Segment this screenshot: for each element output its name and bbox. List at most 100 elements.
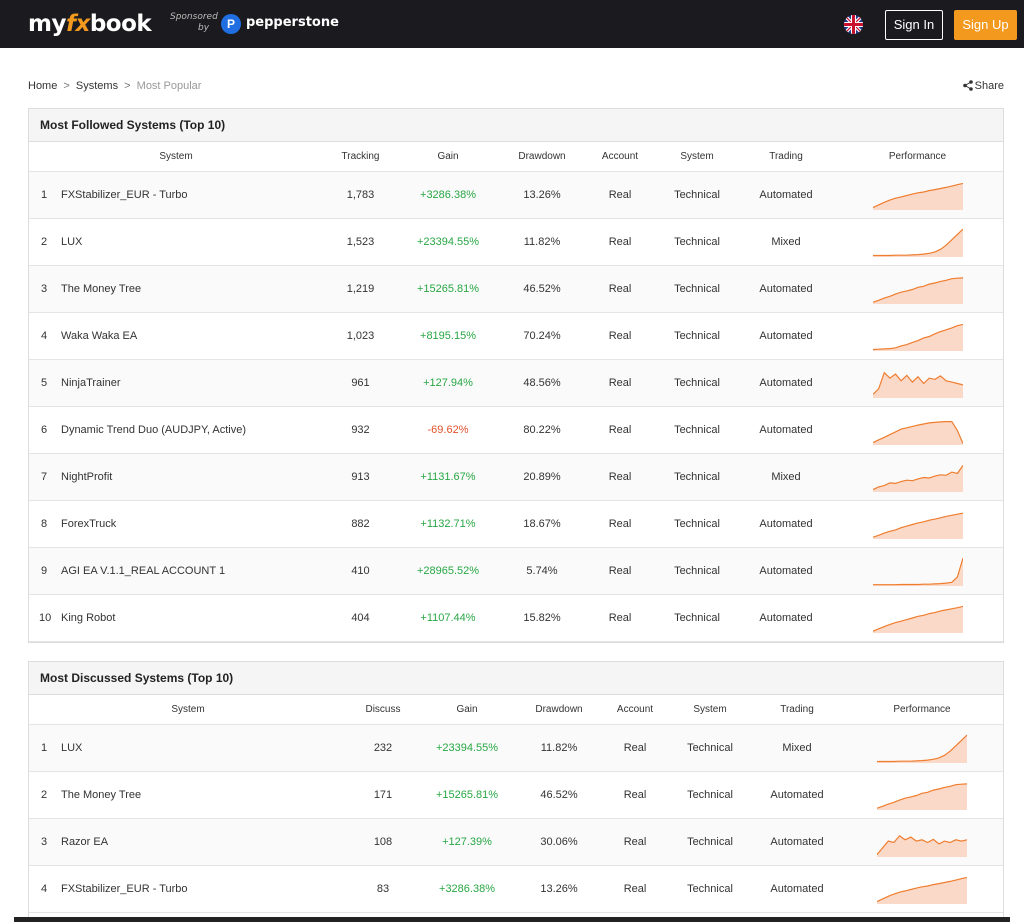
system-type: Technical (667, 818, 753, 866)
myfxbook-logo[interactable]: myfxbook (28, 11, 152, 37)
system-name-link[interactable]: The Money Tree (61, 771, 347, 819)
performance-sparkline[interactable] (832, 312, 1003, 360)
performance-sparkline[interactable] (832, 500, 1003, 548)
column-header[interactable]: Tracking (323, 142, 398, 172)
sparkline-chart (872, 228, 963, 257)
system-type: Technical (654, 453, 740, 501)
column-header[interactable]: Trading (740, 142, 832, 172)
pepperstone-name[interactable]: pepperstone (246, 15, 339, 30)
share-button[interactable]: Share (962, 80, 1004, 94)
system-name-link[interactable]: The Money Tree (61, 265, 323, 313)
performance-sparkline[interactable] (841, 818, 1003, 866)
system-name-link[interactable]: ForexTruck (61, 500, 323, 548)
system-name-link[interactable]: NinjaTrainer (61, 359, 323, 407)
column-header[interactable]: Drawdown (498, 142, 586, 172)
table-row[interactable]: 9 AGI EA V.1.1_REAL ACCOUNT 1 410 +28965.52… (29, 547, 1003, 595)
column-header[interactable]: Drawdown (515, 695, 603, 725)
performance-sparkline[interactable] (832, 218, 1003, 266)
table-row[interactable]: 10 King Robot 404 +1107.44% 15.82% Real Techni… (29, 594, 1003, 642)
table-row[interactable]: 8 ForexTruck 882 +1132.71% 18.67% Real Technic… (29, 500, 1003, 548)
system-name-link[interactable]: LUX (61, 218, 323, 266)
column-header[interactable]: Trading (753, 695, 841, 725)
performance-sparkline[interactable] (832, 171, 1003, 219)
table-row[interactable]: 1 LUX 232 +23394.55% 11.82% Real Technical Mixe… (29, 724, 1003, 772)
discuss-count: 171 (347, 771, 419, 819)
sparkline-line (877, 876, 967, 902)
most-discussed-panel: Most Discussed Systems (Top 10) System D… (28, 661, 1004, 922)
uk-flag-icon[interactable] (844, 15, 863, 34)
column-header[interactable]: System (654, 142, 740, 172)
performance-sparkline[interactable] (841, 771, 1003, 819)
performance-sparkline[interactable] (832, 594, 1003, 642)
sparkline-chart (872, 557, 963, 586)
most-followed-panel: Most Followed Systems (Top 10) System Tr… (28, 108, 1004, 643)
account-type: Real (586, 594, 654, 642)
column-header[interactable]: Gain (419, 695, 515, 725)
system-name-link[interactable]: Waka Waka EA (61, 312, 323, 360)
column-header: Performance (841, 695, 1003, 725)
system-type: Technical (654, 312, 740, 360)
account-type: Real (586, 265, 654, 313)
discuss-count: 108 (347, 818, 419, 866)
table-row[interactable]: 2 The Money Tree 171 +15265.81% 46.52% Real Te… (29, 771, 1003, 819)
column-header[interactable]: Discuss (347, 695, 419, 725)
performance-sparkline[interactable] (832, 547, 1003, 595)
sparkline-chart (877, 876, 967, 904)
system-name-link[interactable]: FXStabilizer_EUR - Turbo (61, 865, 347, 913)
sparkline-area (872, 372, 963, 398)
system-name-link[interactable]: King Robot (61, 594, 323, 642)
sparkline-line (872, 371, 963, 395)
column-header[interactable]: Gain (398, 142, 498, 172)
tracking-count: 410 (323, 547, 398, 595)
system-type: Technical (654, 594, 740, 642)
table-row[interactable]: 2 LUX 1,523 +23394.55% 11.82% Real Technical Mi… (29, 218, 1003, 266)
most-followed-title: Most Followed Systems (Top 10) (29, 109, 1003, 142)
sparkline-line (872, 182, 963, 208)
column-header[interactable]: System (667, 695, 753, 725)
system-name-link[interactable]: FXStabilizer_EUR - Turbo (61, 171, 323, 219)
column-header[interactable]: System (29, 695, 347, 725)
table-row[interactable]: 4 FXStabilizer_EUR - Turbo 83 +3286.38% 13.2… (29, 865, 1003, 913)
table-row[interactable]: 6 Dynamic Trend Duo (AUDJPY, Active) 932 -6… (29, 406, 1003, 454)
drawdown-value: 5.74% (498, 547, 586, 595)
sparkline-area (877, 835, 967, 857)
breadcrumb-systems[interactable]: Systems (75, 80, 119, 92)
trading-type: Automated (740, 500, 832, 548)
sign-up-button[interactable]: Sign Up (954, 10, 1017, 40)
rank: 4 (29, 312, 61, 360)
breadcrumb-home[interactable]: Home (28, 80, 58, 92)
system-name-link[interactable]: Dynamic Trend Duo (AUDJPY, Active) (61, 406, 323, 454)
account-type: Real (586, 312, 654, 360)
sparkline-chart (872, 464, 963, 492)
performance-sparkline[interactable] (832, 265, 1003, 313)
rank: 4 (29, 865, 61, 913)
column-header[interactable]: Account (603, 695, 667, 725)
most-discussed-title: Most Discussed Systems (Top 10) (29, 662, 1003, 695)
rank: 2 (29, 771, 61, 819)
sign-in-button[interactable]: Sign In (885, 10, 943, 40)
table-row[interactable]: 3 Razor EA 108 +127.39% 30.06% Real Technical A… (29, 818, 1003, 866)
system-name-link[interactable]: Razor EA (61, 818, 347, 866)
pepperstone-icon[interactable]: P (221, 14, 241, 34)
system-name-link[interactable]: LUX (61, 724, 347, 772)
table-row[interactable]: 5 NinjaTrainer 961 +127.94% 48.56% Real Techni… (29, 359, 1003, 407)
performance-sparkline[interactable] (841, 865, 1003, 913)
table-row[interactable]: 4 Waka Waka EA 1,023 +8195.15% 70.24% Real Tec… (29, 312, 1003, 360)
gain-value: +127.94% (398, 359, 498, 407)
table-row[interactable]: 7 NightProfit 913 +1131.67% 20.89% Real Techni… (29, 453, 1003, 501)
tracking-count: 913 (323, 453, 398, 501)
performance-sparkline[interactable] (832, 406, 1003, 454)
system-name-link[interactable]: NightProfit (61, 453, 323, 501)
table-row[interactable]: 3 The Money Tree 1,219 +15265.81% 46.52% Real… (29, 265, 1003, 313)
logo-fx: fx (65, 11, 90, 37)
performance-sparkline[interactable] (832, 453, 1003, 501)
performance-sparkline[interactable] (841, 724, 1003, 772)
performance-sparkline[interactable] (832, 359, 1003, 407)
logo-book: book (89, 11, 152, 37)
column-header[interactable]: System (29, 142, 323, 172)
discuss-count: 83 (347, 865, 419, 913)
system-type: Technical (654, 265, 740, 313)
table-row[interactable]: 1 FXStabilizer_EUR - Turbo 1,783 +3286.38% 1… (29, 171, 1003, 219)
column-header[interactable]: Account (586, 142, 654, 172)
system-name-link[interactable]: AGI EA V.1.1_REAL ACCOUNT 1 (61, 547, 323, 595)
